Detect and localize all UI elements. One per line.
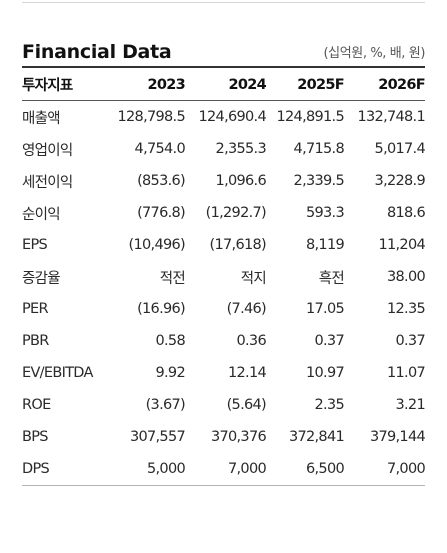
- row-label: 증감율: [22, 270, 61, 287]
- section-header: Financial Data (십억원, %, 배, 원): [22, 38, 425, 64]
- table-row: 매출액 128,798.5 124,690.4 124,891.5 132,74…: [22, 101, 426, 134]
- column-header-2026f: 2026F: [344, 69, 426, 101]
- cell-value: 9.92: [155, 365, 186, 381]
- cell-value: 0.58: [155, 333, 186, 349]
- cell-value: 12.14: [227, 365, 267, 381]
- column-header-2025f: 2025F: [266, 69, 345, 101]
- cell-value: (10,496): [128, 237, 186, 253]
- row-label: 순이익: [22, 206, 61, 223]
- cell-value: 흑전: [318, 270, 345, 287]
- unit-note: (십억원, %, 배, 원): [323, 46, 426, 61]
- cell-value: 4,754.0: [134, 141, 186, 157]
- row-label: 세전이익: [22, 174, 73, 191]
- table-row: BPS 307,557 370,376 372,841 379,144: [22, 421, 426, 453]
- cell-value: 372,841: [288, 429, 345, 445]
- column-header-2024: 2024: [185, 69, 267, 101]
- cell-value: 7,000: [344, 453, 426, 486]
- cell-value: 818.6: [386, 205, 426, 221]
- cell-value: 1,096.6: [215, 173, 267, 189]
- table-row: 증감율 적전 적지 흑전 38.00: [22, 261, 426, 293]
- cell-value: 3.21: [395, 397, 426, 413]
- cell-value: (7.46): [226, 301, 267, 317]
- cell-value: 2,355.3: [215, 141, 267, 157]
- cell-value: (5.64): [226, 397, 267, 413]
- row-label: BPS: [22, 429, 48, 445]
- cell-value: 0.36: [236, 333, 267, 349]
- financial-data-table: 투자지표 2023 2024 2025F 2026F 매출액 128,798.5…: [22, 69, 426, 486]
- cell-value: 370,376: [210, 429, 267, 445]
- cell-value: 593.3: [305, 205, 345, 221]
- cell-value: 2,339.5: [293, 173, 345, 189]
- cell-value: 38.00: [386, 269, 426, 285]
- row-label: 영업이익: [22, 142, 73, 159]
- table-header-row: 투자지표 2023 2024 2025F 2026F: [22, 69, 426, 101]
- cell-value: 5,017.4: [374, 141, 426, 157]
- cell-value: (776.8): [137, 205, 186, 221]
- cell-value: 4,715.8: [293, 141, 345, 157]
- table-row: PBR 0.58 0.36 0.37 0.37: [22, 325, 426, 357]
- cell-value: 379,144: [369, 429, 426, 445]
- row-label: 매출액: [22, 110, 61, 127]
- table-row: EV/EBITDA 9.92 12.14 10.97 11.07: [22, 357, 426, 389]
- cell-value: 11,204: [378, 237, 425, 253]
- table-row: ROE (3.67) (5.64) 2.35 3.21: [22, 389, 426, 421]
- row-label: EPS: [22, 237, 48, 253]
- cell-value: (16.96): [137, 301, 186, 317]
- cell-value: 132,748.1: [357, 109, 426, 125]
- top-divider: [22, 2, 425, 3]
- cell-value: 6,500: [266, 453, 345, 486]
- cell-value: (3.67): [145, 397, 186, 413]
- cell-value: 12.35: [386, 301, 426, 317]
- table-row: EPS (10,496) (17,618) 8,119 11,204: [22, 229, 426, 261]
- cell-value: 3,228.9: [374, 173, 426, 189]
- row-label: EV/EBITDA: [22, 365, 93, 381]
- cell-value: 0.37: [395, 333, 426, 349]
- cell-value: 0.37: [314, 333, 345, 349]
- cell-value: 8,119: [305, 237, 345, 253]
- cell-value: (1,292.7): [205, 205, 267, 221]
- table-row: PER (16.96) (7.46) 17.05 12.35: [22, 293, 426, 325]
- row-label: ROE: [22, 397, 51, 413]
- row-label: PER: [22, 301, 49, 317]
- cell-value: 7,000: [185, 453, 267, 486]
- cell-value: 10.97: [305, 365, 345, 381]
- row-label: DPS: [22, 453, 99, 486]
- column-header-2023: 2023: [99, 69, 186, 101]
- cell-value: (853.6): [137, 173, 186, 189]
- cell-value: 124,891.5: [276, 109, 345, 125]
- cell-value: 128,798.5: [117, 109, 186, 125]
- cell-value: 11.07: [386, 365, 426, 381]
- cell-value: 307,557: [129, 429, 186, 445]
- cell-value: 124,690.4: [198, 109, 267, 125]
- cell-value: 적전: [159, 270, 186, 287]
- column-header-indicator: 투자지표: [22, 69, 99, 101]
- table-row: 영업이익 4,754.0 2,355.3 4,715.8 5,017.4: [22, 133, 426, 165]
- cell-value: 2.35: [314, 397, 345, 413]
- table-row: 순이익 (776.8) (1,292.7) 593.3 818.6: [22, 197, 426, 229]
- row-label: PBR: [22, 333, 49, 349]
- table-row: 세전이익 (853.6) 1,096.6 2,339.5 3,228.9: [22, 165, 426, 197]
- section-title: Financial Data: [22, 41, 172, 63]
- cell-value: 17.05: [305, 301, 345, 317]
- table-body: 매출액 128,798.5 124,690.4 124,891.5 132,74…: [22, 101, 426, 486]
- cell-value: (17,618): [209, 237, 267, 253]
- cell-value: 적지: [240, 270, 267, 287]
- table-row: DPS 5,000 7,000 6,500 7,000: [22, 453, 426, 486]
- cell-value: 5,000: [99, 453, 186, 486]
- header-divider: [22, 66, 425, 68]
